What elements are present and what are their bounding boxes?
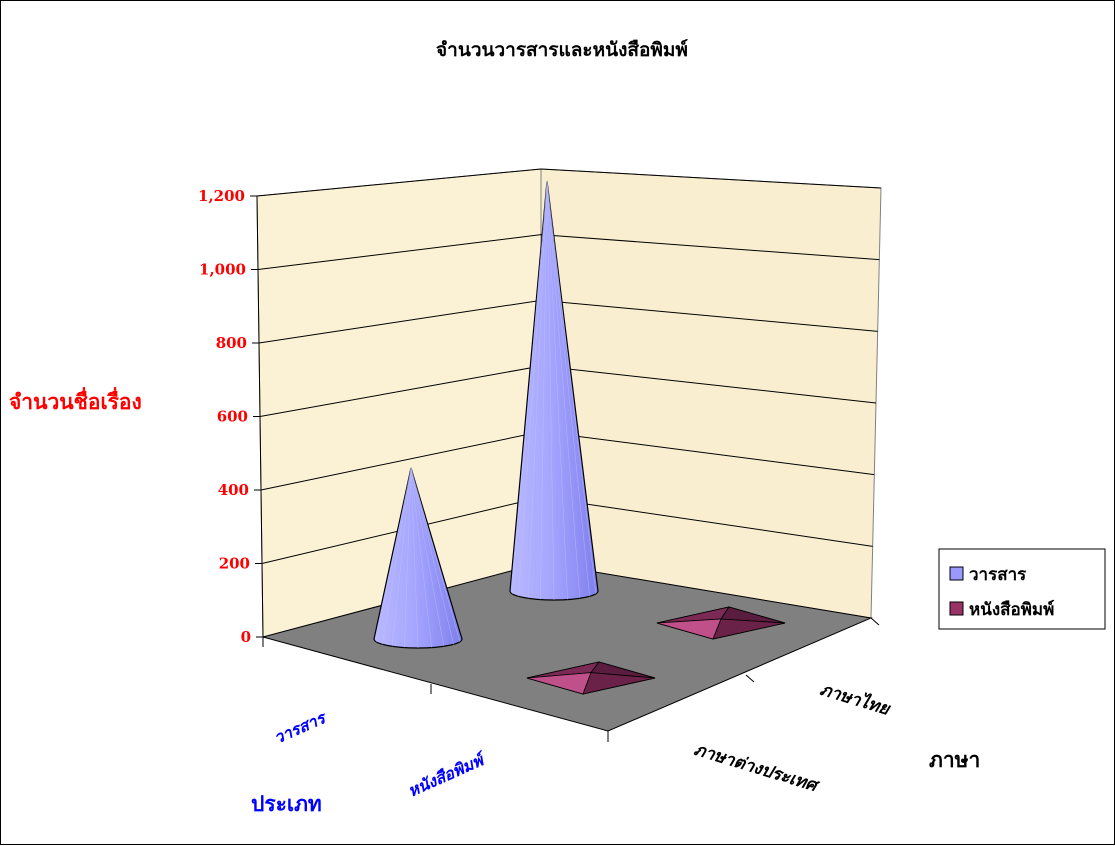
legend: วารสาร หนังสือพิมพ์ <box>938 548 1106 630</box>
chart-title: จำนวนวารสารและหนังสือพิมพ์ <box>436 39 688 61</box>
chart-marks <box>373 180 786 695</box>
gridline <box>256 168 882 197</box>
y-axis-line <box>256 195 264 638</box>
y-tick-label: 600 <box>217 408 248 426</box>
legend-label-journal: วารสาร <box>969 565 1027 585</box>
floor-ticks <box>262 617 880 742</box>
y-tick-label: 0 <box>241 628 251 646</box>
series-axis-label: ประเภท <box>251 791 322 816</box>
y-axis: 0 200 400 600 800 1,000 1,200 <box>198 187 264 646</box>
legend-swatch-journal <box>949 566 964 581</box>
y-tick-label: 400 <box>218 481 249 499</box>
floor-tick <box>745 674 755 683</box>
category-tick-label-thai: ภาษาไทย <box>818 679 894 721</box>
y-tick-label: 800 <box>216 334 247 352</box>
cone-journal-foreign <box>373 467 463 649</box>
legend-label-newspaper: หนังสือพิมพ์ <box>969 599 1054 620</box>
y-tick-label: 200 <box>219 555 250 573</box>
cone-newspaper-foreign <box>526 661 656 695</box>
y-tick-label: 1,200 <box>198 187 245 205</box>
cone-newspaper-thai <box>656 606 786 640</box>
cone-journal-thai <box>509 180 599 601</box>
gridline <box>257 234 880 270</box>
floor-tick <box>870 617 880 626</box>
y-axis-label: จำนวนชื่อเรื่อง <box>9 386 142 414</box>
legend-swatch-newspaper <box>949 601 964 616</box>
y-tick-label: 1,000 <box>199 261 246 279</box>
series-tick-label-journal: วารสาร <box>271 707 330 747</box>
category-tick-label-foreign: ภาษาต่างประเทศ <box>692 740 823 797</box>
series-tick-label-newspaper: หนังสือพิมพ์ <box>405 749 490 801</box>
category-axis-label: ภาษา <box>929 747 980 772</box>
